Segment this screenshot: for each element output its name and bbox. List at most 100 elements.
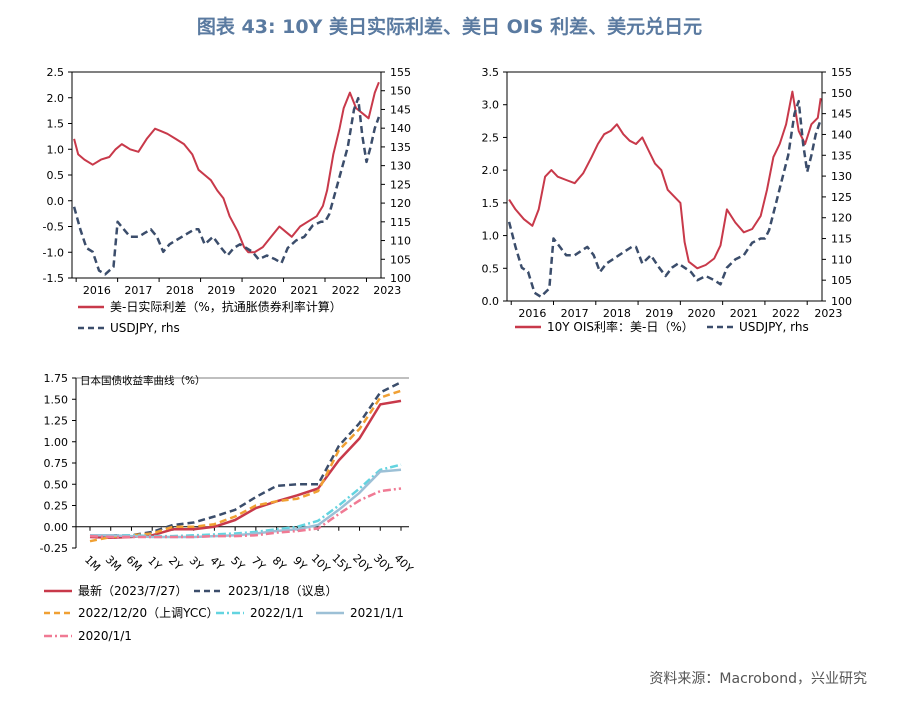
legend-label: 美-日实际利差（%，抗通胀债券利率计算）	[110, 299, 342, 314]
category-label: 3M	[103, 553, 124, 574]
legend-label: 2020/1/1	[78, 629, 132, 643]
legend-label: 2021/1/1	[350, 606, 404, 620]
x-tick-label: 2016	[83, 284, 111, 297]
category-label: 9Y	[290, 554, 309, 573]
right-tick-label: 145	[831, 108, 852, 121]
series-line-red	[508, 90, 822, 270]
x-tick-label: 2019	[645, 307, 673, 320]
x-tick-label: 2021	[730, 307, 758, 320]
curve-line-navy	[89, 381, 402, 538]
y-tick-label: 0.00	[44, 521, 69, 534]
y-tick-label: 0.50	[44, 478, 69, 491]
legend-label: 2022/1/1	[250, 606, 304, 620]
left-tick-label: 0.0	[482, 295, 500, 308]
right-tick-label: 145	[390, 103, 411, 116]
right-tick-label: 120	[831, 212, 852, 225]
category-label: 3Y	[187, 554, 206, 573]
x-tick-label: 2022	[772, 307, 800, 320]
legend-label: 2022/12/20（上调YCC）	[78, 606, 219, 620]
y-tick-label: 0.25	[44, 500, 69, 513]
right-tick-label: 155	[390, 66, 411, 79]
left-tick-label: 2.0	[482, 164, 500, 177]
right-tick-label: 135	[831, 149, 852, 162]
y-tick-label: 1.75	[44, 372, 69, 385]
left-tick-label: 1.5	[47, 118, 65, 131]
category-label: 1Y	[145, 554, 164, 573]
left-tick-label: 1.0	[482, 230, 500, 243]
left-tick-label: 0.5	[47, 169, 65, 182]
left-tick-label: -0.5	[43, 221, 64, 234]
category-label: 2Y	[166, 554, 185, 573]
right-tick-label: 105	[390, 253, 411, 266]
y-tick-label: 0.75	[44, 457, 69, 470]
legend-label: USDJPY, rhs	[739, 320, 809, 334]
left-tick-label: 0.0	[47, 195, 65, 208]
right-tick-label: 150	[390, 85, 411, 98]
x-tick-label: 2018	[603, 307, 631, 320]
x-tick-label: 2022	[332, 284, 360, 297]
page-title: 图表 43: 10Y 美日实际利差、美日 OIS 利差、美元兑日元	[196, 16, 703, 38]
category-label: 40Y	[392, 552, 416, 576]
category-label: 6M	[124, 553, 145, 574]
right-tick-label: 140	[390, 122, 411, 135]
right-tick-label: 120	[390, 197, 411, 210]
right-tick-label: 155	[831, 66, 852, 79]
category-label: 7Y	[249, 554, 268, 573]
y-tick-label: -0.25	[40, 542, 68, 555]
left-tick-label: -1.0	[43, 246, 64, 259]
x-tick-label: 2023	[373, 284, 401, 297]
source-note: 资料来源：Macrobond，兴业研究	[649, 671, 867, 687]
x-tick-label: 2023	[814, 307, 842, 320]
right-tick-label: 115	[390, 216, 411, 229]
left-tick-label: 3.5	[482, 66, 500, 79]
category-label: 1M	[82, 553, 103, 574]
series-line-navy	[72, 96, 381, 276]
category-label: 5Y	[228, 554, 247, 573]
category-label: 20Y	[350, 552, 374, 576]
right-tick-label: 115	[831, 233, 852, 246]
category-label: 4Y	[207, 554, 226, 573]
left-tick-label: 3.0	[482, 99, 500, 112]
yield-curve-title: 日本国债收益率曲线（%）	[80, 374, 205, 387]
left-tick-label: 2.0	[47, 92, 65, 105]
x-tick-label: 2016	[518, 307, 546, 320]
x-tick-label: 2019	[207, 284, 235, 297]
curve-line-red	[89, 399, 402, 540]
category-label: 30Y	[371, 552, 395, 576]
plot-frame	[506, 71, 823, 302]
y-tick-label: 1.50	[44, 393, 69, 406]
right-tick-label: 100	[390, 272, 411, 285]
right-tick-label: 100	[831, 295, 852, 308]
right-tick-label: 150	[831, 87, 852, 100]
left-tick-label: 1.5	[482, 197, 500, 210]
legend-label: 2023/1/18（议息）	[228, 583, 338, 598]
x-tick-label: 2020	[249, 284, 277, 297]
right-tick-label: 125	[390, 178, 411, 191]
right-tick-label: 125	[831, 191, 852, 204]
legend-label: 10Y OIS利率：美-日（%）	[547, 319, 694, 334]
category-label: 8Y	[270, 554, 289, 573]
right-tick-label: 140	[831, 128, 852, 141]
right-tick-label: 130	[390, 160, 411, 173]
left-tick-label: 0.5	[482, 262, 500, 275]
series-line-navy	[507, 99, 822, 299]
right-tick-label: 110	[390, 235, 411, 248]
right-tick-label: 110	[831, 253, 852, 266]
curve-line-orange	[89, 389, 402, 543]
right-tick-label: 105	[831, 274, 852, 287]
right-tick-label: 130	[831, 170, 852, 183]
chart-real	[68, 71, 385, 330]
series-line-red	[73, 81, 380, 254]
legend-label: USDJPY, rhs	[110, 321, 180, 335]
curve-line-pink	[89, 487, 402, 539]
chart-ois	[503, 71, 826, 329]
category-label: 15Y	[329, 552, 353, 576]
x-tick-label: 2017	[561, 307, 589, 320]
legend-label: 最新（2023/7/27）	[78, 583, 188, 598]
category-label: 10Y	[309, 552, 333, 576]
y-tick-label: 1.25	[44, 415, 69, 428]
x-tick-label: 2021	[290, 284, 318, 297]
left-tick-label: -1.5	[43, 272, 64, 285]
left-tick-label: 2.5	[47, 66, 65, 79]
